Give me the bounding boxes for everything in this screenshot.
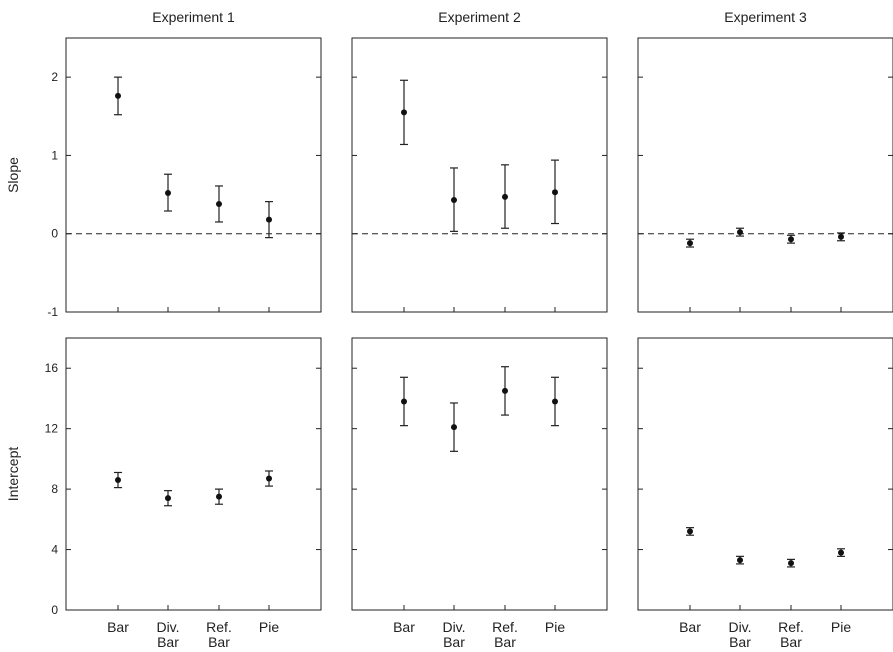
category-label-c2-1: Bar — [393, 619, 415, 635]
ytick-label-intercept: 8 — [51, 482, 58, 496]
data-point-r1-c3-2 — [737, 229, 743, 236]
ytick-label-slope: -1 — [47, 305, 58, 319]
category-label-c3-4: Pie — [831, 619, 851, 635]
row-ylabel-slope: Slope — [5, 157, 21, 193]
category-label-c1-1: Bar — [107, 619, 129, 635]
data-point-r2-c3-4 — [838, 549, 844, 556]
ytick-label-slope: 0 — [51, 227, 58, 241]
data-point-r1-c2-4 — [552, 189, 558, 196]
data-point-r2-c2-2 — [451, 424, 457, 431]
data-point-r2-c3-1 — [687, 528, 693, 535]
row-ylabel-intercept: Intercept — [5, 447, 21, 502]
panel-frame-r2-c3 — [637, 337, 893, 611]
data-point-r1-c2-3 — [502, 193, 508, 200]
data-point-r2-c2-1 — [401, 398, 407, 405]
data-point-r1-c1-4 — [266, 216, 272, 223]
data-point-r2-c2-3 — [502, 387, 508, 394]
data-point-r1-c3-3 — [788, 236, 794, 243]
panel-frame-r2-c1 — [65, 337, 322, 611]
column-title-3: Experiment 3 — [724, 9, 807, 25]
data-point-r2-c1-2 — [165, 495, 171, 502]
category-label-c3-1: Bar — [679, 619, 701, 635]
ytick-label-intercept: 16 — [45, 361, 59, 375]
ytick-label-slope: 2 — [51, 70, 58, 84]
data-point-r2-c1-1 — [115, 477, 121, 484]
panel-frame-r1-c3 — [637, 37, 893, 313]
ytick-label-slope: 1 — [51, 148, 58, 162]
data-point-r2-c1-3 — [216, 493, 222, 500]
category-label-c2-2: Div. Bar — [442, 619, 465, 650]
data-point-r2-c1-4 — [266, 475, 272, 482]
data-point-r1-c1-1 — [115, 92, 121, 99]
data-point-r1-c1-2 — [165, 190, 171, 197]
panel-frame-r1-c2 — [351, 37, 608, 313]
category-label-c1-4: Pie — [259, 619, 279, 635]
panel-frame-r1-c1 — [65, 37, 322, 313]
column-title-2: Experiment 2 — [438, 9, 521, 25]
category-label-c2-4: Pie — [545, 619, 565, 635]
panel-frame-r2-c2 — [351, 337, 608, 611]
data-point-r1-c2-1 — [401, 109, 407, 116]
data-point-r1-c2-2 — [451, 197, 457, 204]
data-point-r2-c2-4 — [552, 398, 558, 405]
column-title-1: Experiment 1 — [152, 9, 235, 25]
ytick-label-intercept: 0 — [51, 603, 58, 617]
ytick-label-intercept: 4 — [51, 543, 58, 557]
category-label-c1-2: Div. Bar — [156, 619, 179, 650]
category-label-c2-3: Ref. Bar — [492, 619, 518, 650]
ytick-label-intercept: 12 — [45, 422, 59, 436]
data-point-r1-c1-3 — [216, 200, 222, 207]
data-point-r2-c3-3 — [788, 560, 794, 567]
data-point-r2-c3-2 — [737, 557, 743, 564]
data-point-r1-c3-4 — [838, 233, 844, 240]
category-label-c3-3: Ref. Bar — [778, 619, 804, 650]
category-label-c3-2: Div. Bar — [728, 619, 751, 650]
category-label-c1-3: Ref. Bar — [206, 619, 232, 650]
data-point-r1-c3-1 — [687, 240, 693, 247]
